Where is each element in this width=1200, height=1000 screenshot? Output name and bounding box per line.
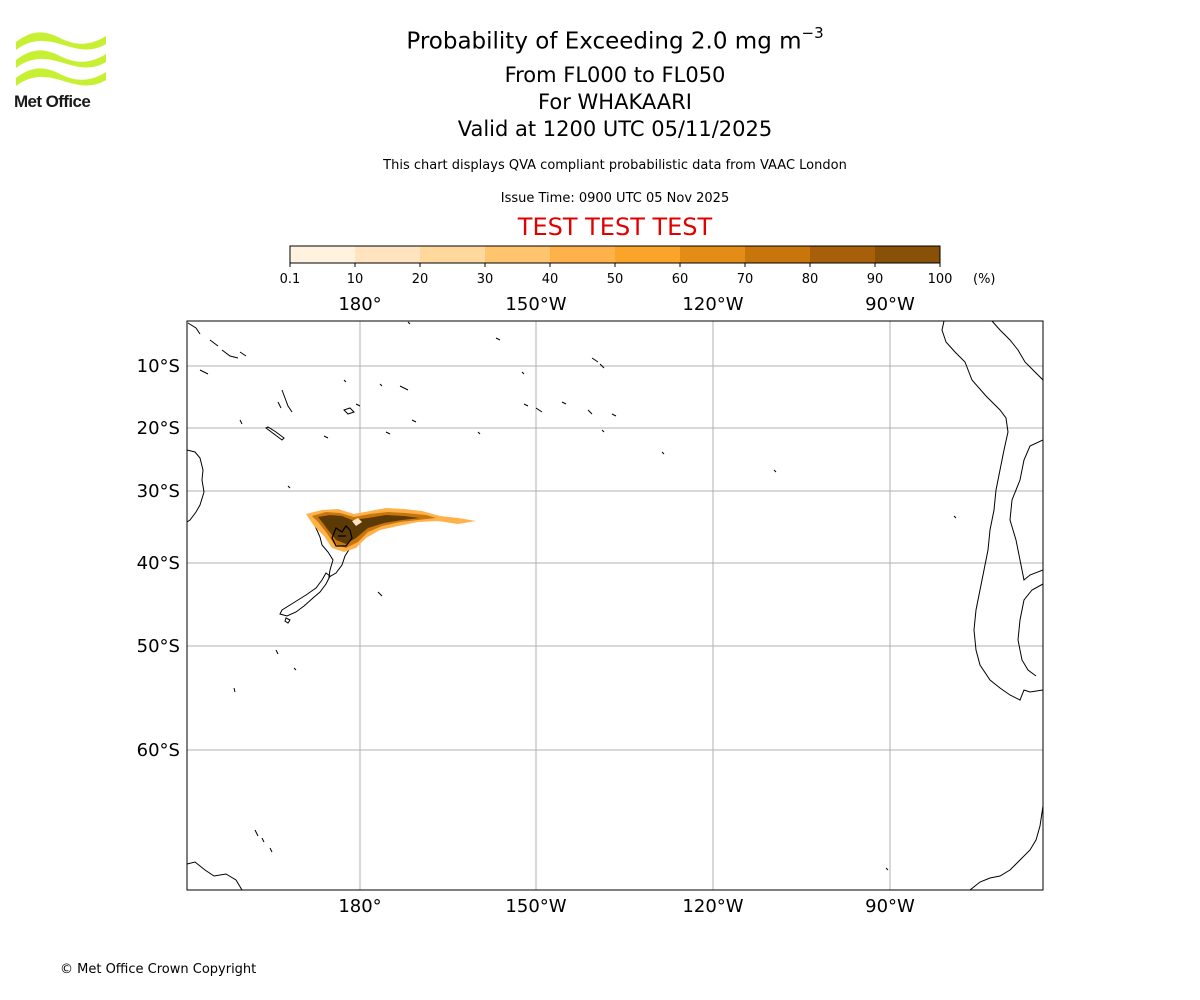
coast-fiji (343, 403, 361, 415)
colorbar-segment (290, 246, 356, 263)
colorbar-unit: (%) (973, 272, 996, 287)
coast-new-caledonia (265, 426, 285, 441)
colorbar-segment (745, 246, 811, 263)
lon-label-bottom: 90°W (865, 896, 915, 917)
volcano-name: For WHAKAARI (538, 90, 692, 114)
colorbar-tick-label: 70 (737, 272, 754, 287)
lat-label: 10°S (137, 356, 180, 377)
issue-time: Issue Time: 0900 UTC 05 Nov 2025 (500, 191, 730, 206)
lat-label: 50°S (137, 636, 180, 657)
coast-solomon-islands (187, 322, 247, 359)
coast-south-america-east (991, 321, 1043, 381)
lat-label: 60°S (137, 740, 180, 761)
volcano-marker-icon (331, 525, 353, 547)
map-background (187, 321, 1043, 890)
map-frame (186, 320, 1044, 891)
colorbar-segment (810, 246, 876, 263)
chart-title: Probability of Exceeding 2.0 mg m−3 (406, 24, 824, 55)
test-banner: TEST TEST TEST (517, 213, 713, 241)
lon-label-top: 150°W (505, 294, 566, 315)
axis-labels: 180° 180° 150°W 150°W 120°W 120°W 90°W 90°W 10°S… (137, 294, 915, 917)
colorbar-segment (355, 246, 421, 263)
coast-australia (187, 449, 205, 523)
plume-core (318, 515, 420, 544)
coast-south-america-east-2 (1009, 439, 1043, 581)
coast-stewart-island (284, 617, 291, 624)
coast-south-america-fjords (1017, 583, 1043, 677)
colorbar-tick-label: 0.1 (280, 272, 301, 287)
lat-label: 30°S (137, 481, 180, 502)
coast-nz-south (279, 572, 331, 617)
colorbar-tick-label: 60 (672, 272, 689, 287)
colorbar-tick-label: 30 (477, 272, 494, 287)
gridlines (187, 321, 1043, 890)
valid-time: Valid at 1200 UTC 05/11/2025 (457, 117, 773, 141)
colorbar-tick-label: 20 (412, 272, 429, 287)
lon-label-top: 90°W (865, 294, 915, 315)
colorbar-segment (420, 246, 486, 263)
lon-label-top: 120°W (682, 294, 743, 315)
lon-label-bottom: 150°W (505, 896, 566, 917)
ash-plume (306, 508, 476, 552)
copyright: © Met Office Crown Copyright (60, 962, 257, 977)
met-office-wave-icon (16, 32, 106, 86)
colorbar-tick-label: 40 (542, 272, 559, 287)
colorbar-tick-label: 100 (928, 272, 953, 287)
plume-hole (352, 518, 362, 526)
lat-label: 20°S (137, 418, 180, 439)
colorbar-segment (550, 246, 616, 263)
lat-label: 40°S (137, 553, 180, 574)
coast-antarctica-east (969, 805, 1043, 890)
coast-south-america (941, 321, 1043, 701)
colorbar-tick-label: 10 (347, 272, 364, 287)
disclaimer: This chart displays QVA compliant probab… (383, 158, 847, 173)
colorbar-tick-label: 90 (867, 272, 884, 287)
flight-levels: From FL000 to FL050 (504, 63, 726, 87)
colorbar-tick-label: 80 (802, 272, 819, 287)
coast-vanuatu (277, 389, 293, 413)
coast-small-islands (199, 321, 957, 871)
colorbar-segment (615, 246, 681, 263)
coastlines (187, 321, 1043, 890)
met-office-logo-text: Met Office (14, 92, 91, 111)
colorbar-segment (485, 246, 551, 263)
colorbar-segment (680, 246, 746, 263)
coast-antarctica-west (187, 861, 243, 890)
title-exponent: −3 (801, 24, 824, 42)
colorbar-segment (875, 246, 941, 263)
lon-label-bottom: 180° (338, 896, 381, 917)
met-office-logo: Met Office (14, 30, 108, 112)
colorbar-tick-label: 50 (607, 272, 624, 287)
lon-label-bottom: 120°W (682, 896, 743, 917)
lon-label-top: 180° (338, 294, 381, 315)
colorbar: 0.1 10 20 30 40 50 60 70 80 90 100 (%) (280, 245, 996, 287)
